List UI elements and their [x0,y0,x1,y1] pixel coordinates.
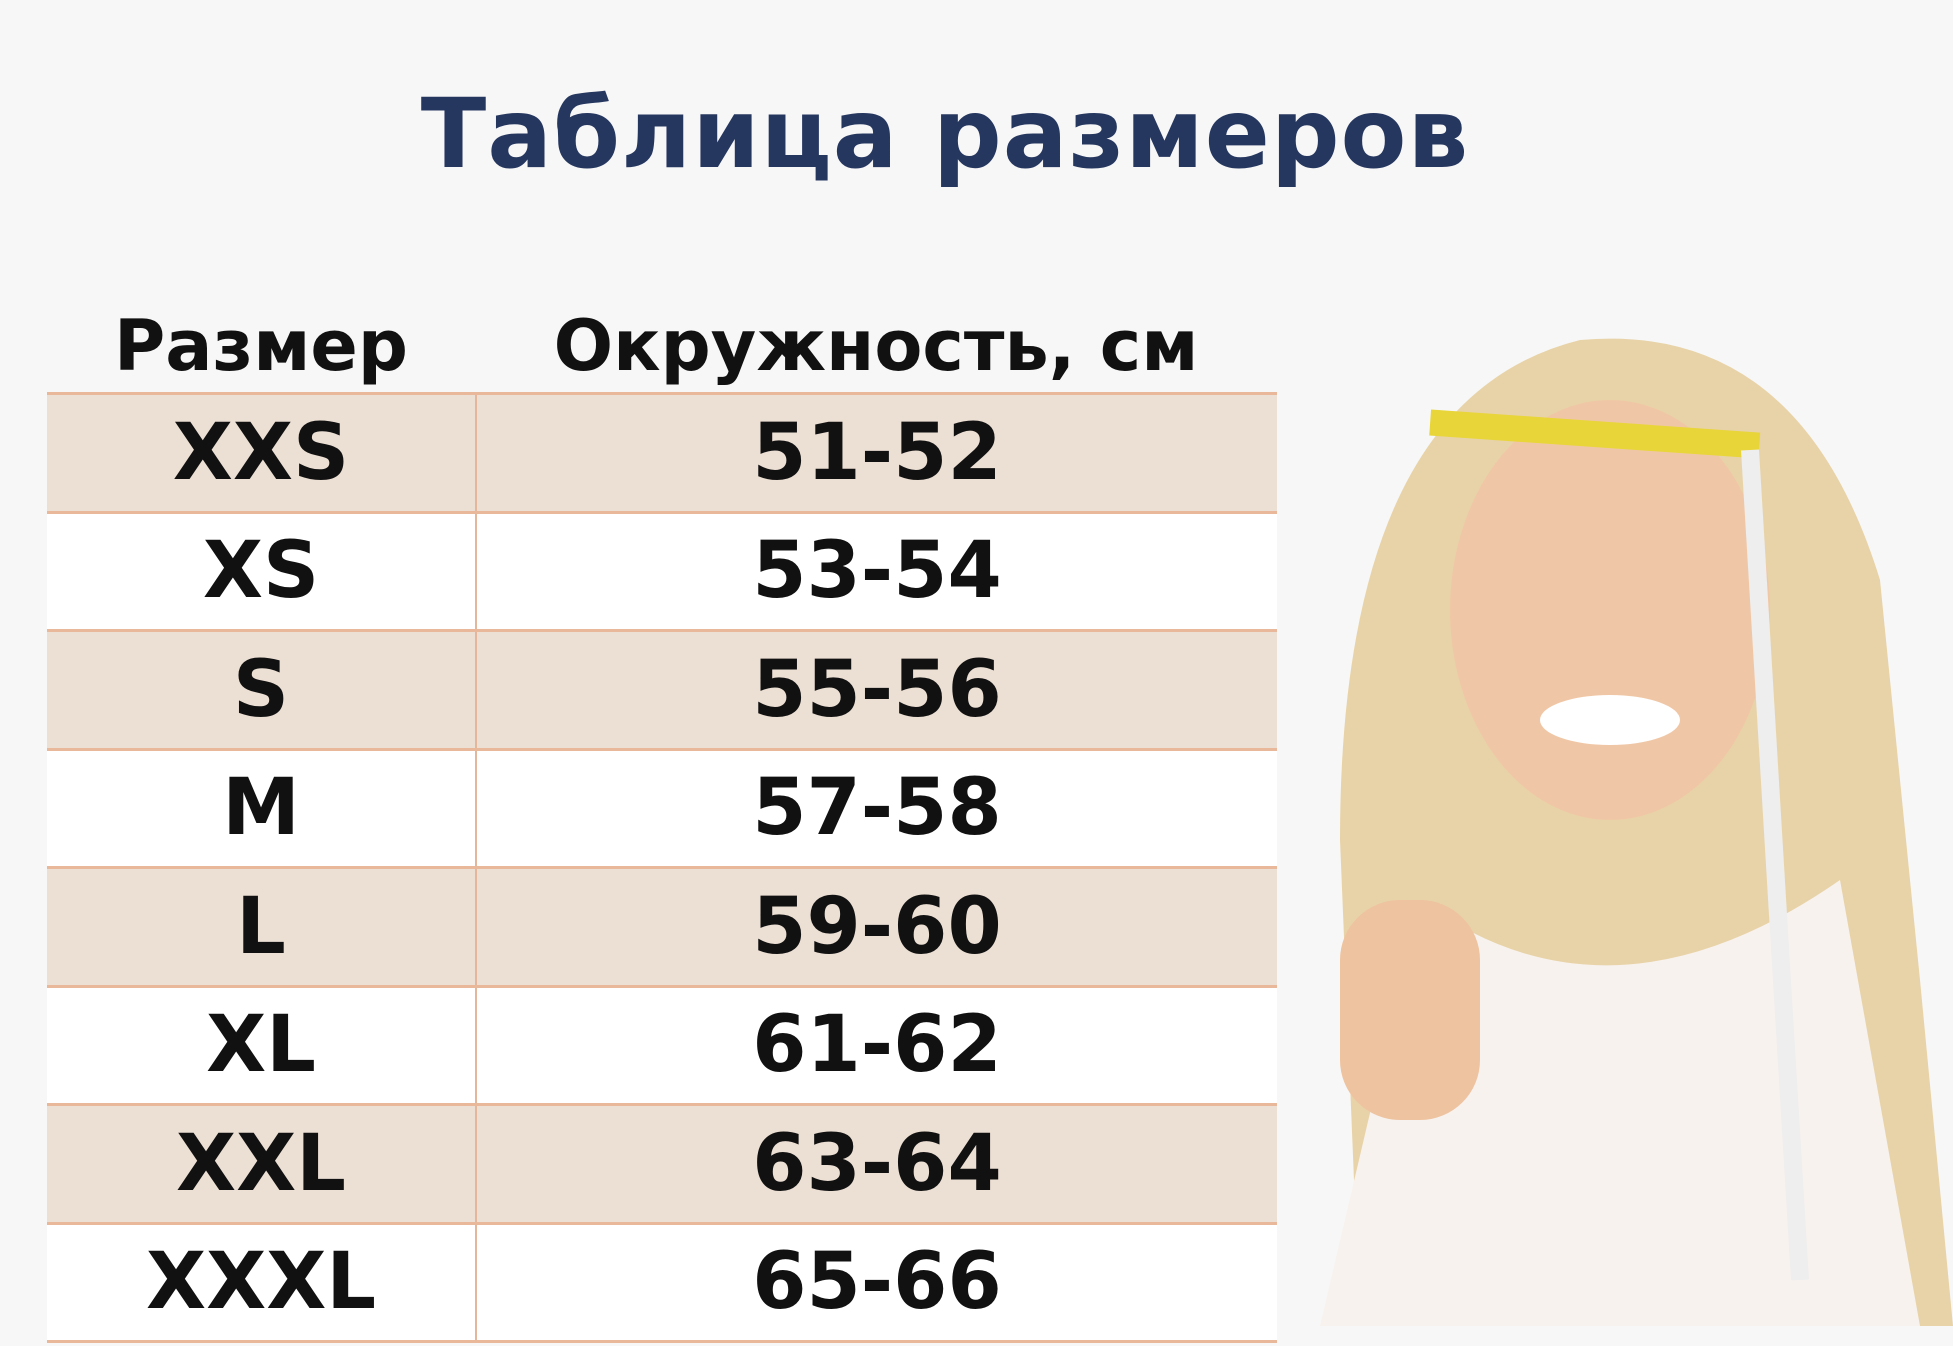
size-table: Размер Окружность, см XXS 51-52 XS 53-54 S 55… [47,300,1277,1343]
table-row: XS 53-54 [47,510,1277,629]
circumference-cell: 51-52 [752,407,1002,498]
woman-measuring-head-photo [1320,338,1953,1326]
table-row: XXXL 65-66 [47,1221,1277,1340]
size-cell: XXXL [47,1224,477,1340]
circumference-cell: 65-66 [752,1237,1002,1328]
size-cell: XS [47,513,477,629]
size-cell: XXL [47,1106,477,1222]
circumference-cell: 53-54 [752,526,1002,617]
circumference-cell: 55-56 [752,644,1002,735]
table-row: M 57-58 [47,747,1277,866]
table-row: XXS 51-52 [47,392,1277,511]
circumference-cell: 61-62 [752,1000,1002,1091]
table-row: S 55-56 [47,629,1277,748]
table-row: L 59-60 [47,866,1277,985]
size-cell: XL [47,987,477,1103]
size-cell: S [47,632,477,748]
circumference-cell: 63-64 [752,1118,1002,1209]
circumference-cell: 57-58 [752,763,1002,854]
size-cell: L [47,869,477,985]
table-row: XXL 63-64 [47,1103,1277,1222]
page-title: Таблица размеров [420,78,1470,190]
size-cell: XXS [47,395,477,511]
circumference-cell: 59-60 [752,881,1002,972]
header-circumference: Окружность, см [553,305,1199,387]
table-row: XL 61-62 [47,984,1277,1103]
size-cell: M [47,750,477,866]
header-size: Размер [113,305,408,387]
table-header: Размер Окружность, см [47,300,1277,392]
